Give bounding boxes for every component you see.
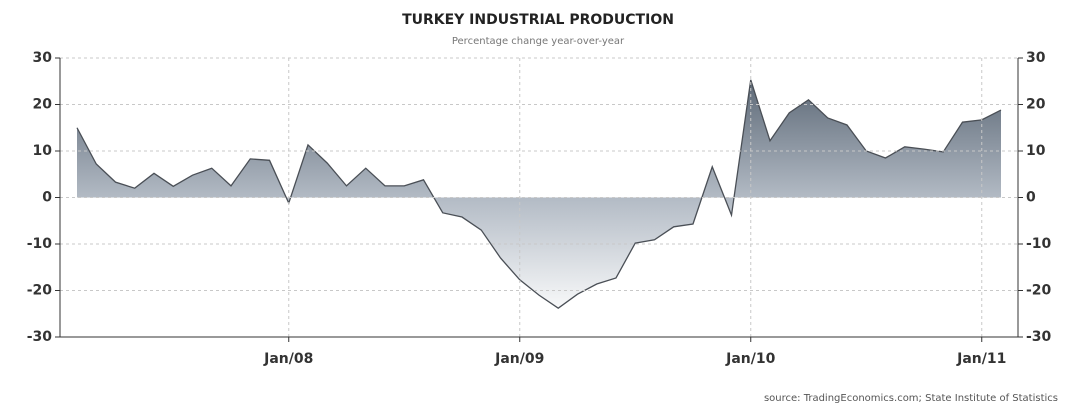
y2-tick-label: -30 — [1026, 329, 1052, 345]
y2-tick-label: 0 — [1026, 190, 1036, 206]
y-tick-label: -30 — [27, 329, 53, 345]
y-tick-label: 20 — [33, 97, 53, 113]
line — [76, 79, 1002, 309]
source-note: source: TradingEconomics.com; State Inst… — [764, 393, 1058, 404]
y-tick-label: 10 — [33, 143, 53, 159]
y2-tick-label: 20 — [1026, 97, 1046, 113]
chart-subtitle: Percentage change year-over-year — [452, 36, 625, 47]
chart-title: TURKEY INDUSTRIAL PRODUCTION — [402, 12, 674, 28]
y2-tick-label: 30 — [1026, 50, 1046, 66]
area-fill — [77, 79, 1001, 309]
y-tick-label: 30 — [33, 50, 53, 66]
y-tick-label: -20 — [27, 283, 53, 299]
y2-tick-label: -20 — [1026, 283, 1052, 299]
y2-tick-label: 10 — [1026, 143, 1046, 159]
y2-tick-label: -10 — [1026, 236, 1052, 252]
y-tick-label: 0 — [42, 190, 52, 206]
x-tick-label: Jan/09 — [494, 351, 544, 367]
y-tick-label: -10 — [27, 236, 53, 252]
x-tick-label: Jan/10 — [725, 351, 775, 367]
x-tick-label: Jan/11 — [956, 351, 1006, 367]
x-tick-label: Jan/08 — [263, 351, 313, 367]
